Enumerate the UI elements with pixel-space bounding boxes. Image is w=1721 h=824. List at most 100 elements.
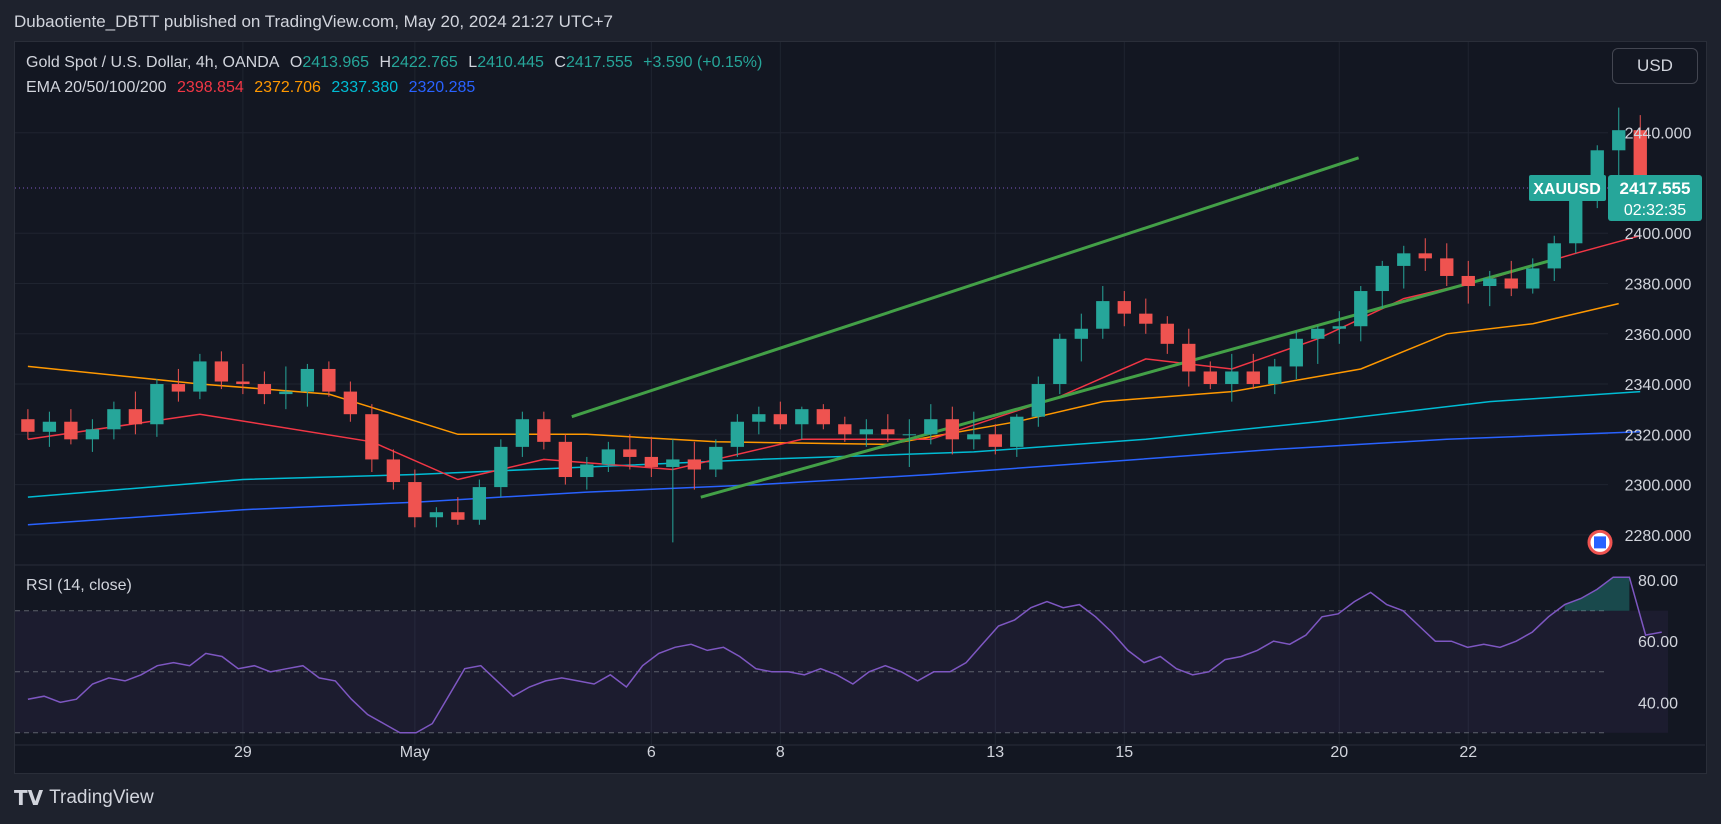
price-axis-label: 2320.000 [1625,427,1692,444]
candle-body [1031,384,1045,417]
candle-body [1053,338,1067,385]
candle-body [601,449,616,465]
ema-title: EMA 20/50/100/200 [26,79,167,96]
price-tag-value: 2417.555 [1620,179,1691,198]
candle-body [1440,258,1454,276]
time-axis-label: 8 [776,744,785,761]
price-axis-label: 2380.000 [1625,277,1692,294]
candle-body [365,414,379,460]
candle-body [666,459,680,467]
rsi-title: RSI (14, close) [26,577,132,594]
currency-button[interactable]: USD [1612,48,1698,84]
candle-body [193,361,207,392]
candle-body [429,512,444,518]
time-axis-label: May [400,744,430,761]
candle-body [730,421,744,447]
candle-body [408,482,422,518]
candle-body [1246,371,1260,385]
candle-body [214,361,229,382]
high-label: H [379,54,392,71]
time-axis-label: 29 [234,744,252,761]
ema20-value: 2398.854 [177,79,244,96]
candle-body [816,409,830,425]
axes: 2280.000 2300.000 2320.000 2340.000 2360.000… [234,126,1702,761]
ema-legend[interactable]: EMA 20/50/100/200 2398.854 2372.706 2337… [26,79,481,97]
candle-body [515,419,530,447]
price-axis-label: 2360.000 [1625,327,1692,344]
candle-body [279,391,293,395]
candle-body [838,424,852,435]
candle-body [1612,130,1626,151]
price-tag [1608,174,1702,221]
time-axis-label: 22 [1459,744,1477,761]
symbol-tag [1529,174,1606,201]
symbol-tag-text: XAUUSD [1533,181,1601,198]
channel-trendline [700,256,1559,499]
rsi-legend[interactable]: RSI (14, close) [26,577,138,595]
candle-body [1504,278,1518,289]
low-value: 2410.445 [477,54,544,71]
publisher-caption: Dubaotiente_DBTT published on TradingVie… [14,12,613,31]
candle-body [1139,313,1153,324]
candle-body [988,434,1002,447]
candle-body [236,381,250,385]
close-label: C [554,54,566,71]
candle-body [1311,328,1325,339]
candle-body [881,429,895,435]
chart-panel[interactable] [14,41,1707,774]
candle-body [709,446,723,470]
rsi-pane [15,576,1668,734]
candle-body [1182,343,1196,372]
candle-body [1225,371,1239,385]
rsi-axis-label: 60.00 [1638,634,1678,651]
candle-body [1160,323,1174,344]
time-axis-label: 15 [1115,744,1133,761]
candle-body [859,429,873,435]
symbol-title: Gold Spot / U.S. Dollar, 4h, OANDA [26,54,280,71]
candle-body [1117,301,1131,314]
price-axis-label: 2340.000 [1625,377,1692,394]
candle-body [1526,268,1540,289]
candle-body [1096,301,1110,329]
ema200-value: 2320.285 [408,79,476,96]
candle-body [558,441,573,478]
candle-body [64,421,78,440]
candle-body [257,384,272,395]
time-axis-label: 6 [647,744,656,761]
candle-body [1354,291,1368,327]
candle-body [494,446,508,488]
grid-lines [15,42,1705,746]
candle-body [1010,416,1024,447]
candle-body [795,409,809,425]
symbol-legend[interactable]: Gold Spot / U.S. Dollar, 4h, OANDA O2413… [26,54,768,72]
ema100-value: 2337.380 [331,79,399,96]
candle-body [945,419,959,440]
price-pane [15,107,1669,543]
rsi-line [27,576,1662,734]
candle-body [150,384,164,425]
candle-body [42,421,57,432]
candle-body [644,456,659,467]
candle-body [1461,275,1475,287]
candle-body [580,464,594,478]
change-value: +3.590 (+0.15%) [643,54,763,71]
price-tag-countdown: 02:32:35 [1624,202,1686,219]
candle-body [902,434,916,436]
candle-body [300,368,315,392]
high-value: 2422.765 [391,54,458,71]
candle-body [386,459,401,483]
candle-body [343,391,358,415]
candle-body [171,384,186,392]
candle-body [322,368,336,392]
price-axis-label: 2440.000 [1625,126,1692,143]
candle-body [21,419,35,432]
ema50-value: 2372.706 [254,79,321,96]
low-label: L [468,54,478,71]
rsi-overbought-fill [1564,577,1630,611]
tradingview-logo[interactable]: TV TradingView [14,786,154,810]
close-value: 2417.555 [565,54,633,71]
time-axis-label: 13 [986,744,1004,761]
candle-body [623,449,637,457]
candle-body [687,459,702,470]
